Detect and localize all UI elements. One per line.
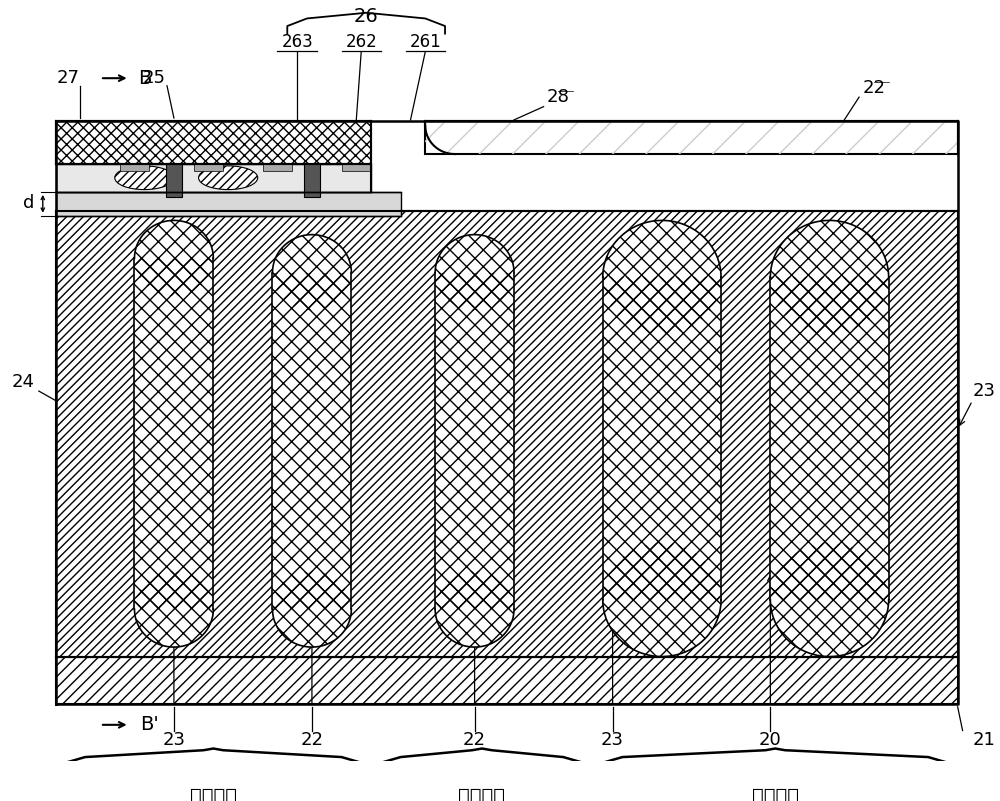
- Text: 过渡区域: 过渡区域: [458, 787, 505, 801]
- Text: 263: 263: [281, 33, 313, 51]
- Bar: [56, 211, 958, 657]
- Bar: [56, 163, 371, 192]
- Ellipse shape: [272, 235, 351, 311]
- Bar: [272, 272, 351, 609]
- Bar: [194, 162, 223, 171]
- Text: 27: 27: [57, 69, 80, 87]
- Bar: [166, 161, 182, 197]
- Bar: [425, 121, 958, 154]
- Text: 25: 25: [143, 69, 166, 87]
- Bar: [770, 277, 889, 600]
- Bar: [134, 259, 213, 609]
- Bar: [425, 121, 958, 154]
- Text: 262: 262: [345, 33, 377, 51]
- Bar: [435, 272, 514, 609]
- Bar: [134, 259, 213, 609]
- Bar: [120, 162, 149, 171]
- Text: 元胞区域: 元胞区域: [190, 787, 237, 801]
- Text: B: B: [138, 69, 151, 87]
- Text: 23: 23: [162, 731, 185, 749]
- Text: 21: 21: [972, 731, 995, 749]
- Text: 24: 24: [12, 372, 35, 391]
- Text: 261: 261: [409, 33, 441, 51]
- Bar: [435, 272, 514, 609]
- Text: 22: 22: [862, 78, 885, 97]
- Text: 22: 22: [300, 731, 323, 749]
- Bar: [56, 121, 371, 163]
- Bar: [342, 162, 371, 171]
- Bar: [304, 161, 320, 197]
- Text: 28: 28: [547, 88, 570, 107]
- Ellipse shape: [134, 571, 213, 647]
- Ellipse shape: [272, 571, 351, 647]
- Text: 23: 23: [601, 731, 624, 749]
- Ellipse shape: [134, 220, 213, 296]
- Ellipse shape: [115, 166, 174, 190]
- Text: d: d: [23, 195, 35, 212]
- Bar: [56, 657, 958, 704]
- Bar: [603, 277, 721, 600]
- Bar: [56, 657, 958, 704]
- Ellipse shape: [435, 571, 514, 647]
- Bar: [263, 162, 292, 171]
- Bar: [603, 277, 721, 600]
- Ellipse shape: [770, 543, 889, 657]
- Text: 20: 20: [759, 731, 782, 749]
- Bar: [272, 272, 351, 609]
- Text: B': B': [140, 715, 159, 735]
- Ellipse shape: [770, 220, 889, 334]
- Text: 22: 22: [463, 731, 486, 749]
- Text: 26: 26: [354, 7, 379, 26]
- Bar: [56, 211, 958, 657]
- Ellipse shape: [603, 543, 721, 657]
- Ellipse shape: [603, 220, 721, 334]
- Ellipse shape: [199, 166, 258, 190]
- Text: 23: 23: [972, 382, 995, 400]
- Bar: [770, 277, 889, 600]
- Bar: [56, 121, 371, 163]
- Bar: [56, 192, 401, 215]
- Ellipse shape: [435, 235, 514, 311]
- Text: 终端区域: 终端区域: [752, 787, 799, 801]
